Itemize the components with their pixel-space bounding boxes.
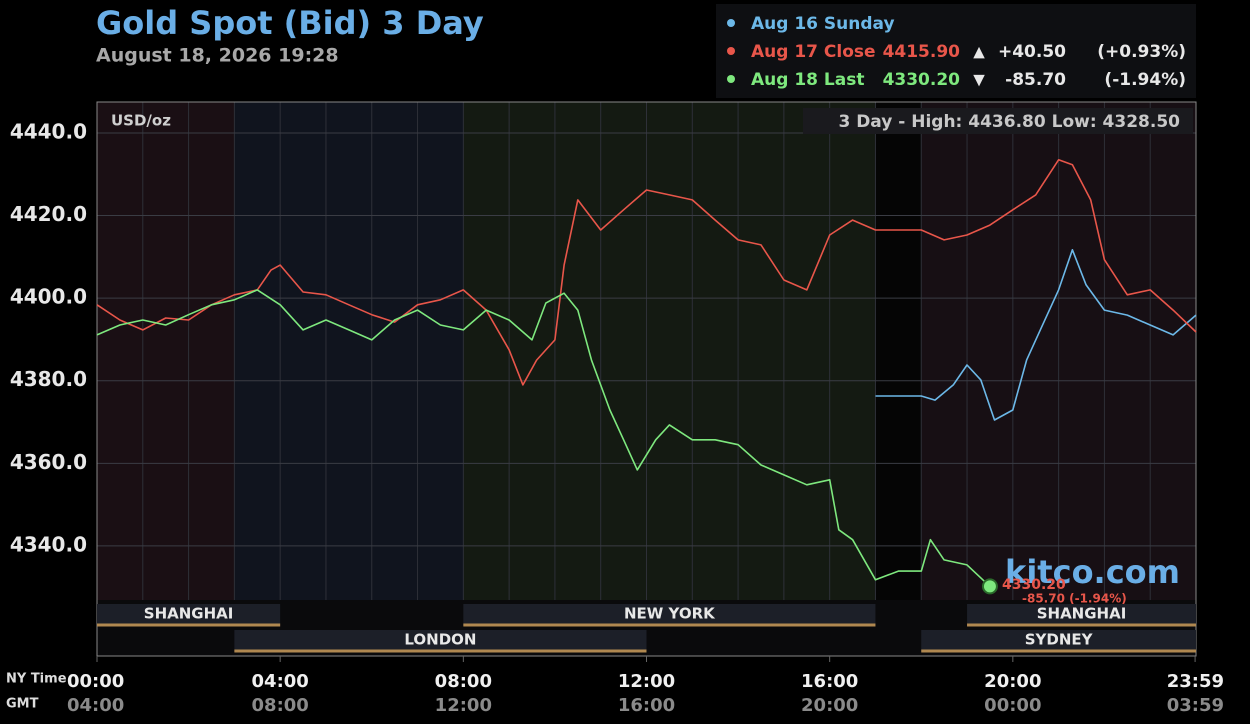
session-shade [234, 102, 463, 600]
legend-marker [727, 47, 735, 55]
price-line [96, 159, 1197, 386]
legend-change-pct: (-1.94%) [1104, 70, 1186, 90]
legend-change: +40.50 [998, 42, 1066, 62]
x-tick-label: 16:00 [801, 671, 858, 692]
session-shade [876, 102, 921, 600]
session-label: NEW YORK [624, 605, 716, 623]
price-line [875, 249, 1197, 421]
session-bar [463, 604, 876, 626]
session-bar [967, 604, 1196, 626]
grid [97, 102, 1196, 600]
x2-tick-label: 08:00 [252, 695, 309, 716]
legend-marker [727, 19, 735, 27]
x-tick-label: 23:59 [1167, 671, 1224, 692]
y-tick-label: 4360.0 [10, 450, 87, 474]
session-label: SHANGHAI [144, 605, 234, 623]
last-label: 4330.20 [1002, 577, 1066, 593]
range-label: 3 Day - High: 4436.80 Low: 4328.50 [838, 112, 1180, 132]
x-axis-label: NY Time [6, 672, 67, 687]
legend-arrow: ▼ [973, 71, 985, 89]
x2-tick-label: 04:00 [67, 695, 124, 716]
session-shade [463, 102, 876, 600]
legend-change: -85.70 [1005, 70, 1066, 90]
watermark: kitco.com [1005, 553, 1180, 591]
x-tick-label: 00:00 [67, 671, 124, 692]
x2-tick-label: 12:00 [435, 695, 492, 716]
legend-price: 4415.90 [883, 42, 961, 62]
y-tick-label: 4380.0 [10, 367, 87, 391]
session-bar [97, 604, 281, 626]
legend-price: 4330.20 [883, 70, 961, 90]
legend-label: Aug 18 Last [751, 70, 864, 90]
x-tick-label: 20:00 [984, 671, 1041, 692]
x2-tick-label: 20:00 [801, 695, 858, 716]
chart-title: Gold Spot (Bid) 3 Day [96, 4, 484, 42]
last-point [981, 578, 998, 595]
y-tick-label: 4340.0 [10, 532, 87, 556]
x2-tick-label: 03:59 [1167, 695, 1224, 716]
unit-label: USD/oz [111, 112, 171, 130]
x2-axis-label: GMT [6, 697, 39, 712]
session-shade [97, 102, 234, 600]
x-tick-label: 04:00 [252, 671, 309, 692]
legend-arrow: ▲ [973, 43, 985, 61]
session-label: SHANGHAI [1037, 605, 1127, 623]
x2-tick-label: 00:00 [984, 695, 1041, 716]
session-label: SYDNEY [1025, 631, 1094, 649]
x-tick-label: 08:00 [435, 671, 492, 692]
price-line [96, 289, 991, 587]
legend-marker [727, 75, 735, 83]
range-box [803, 108, 1193, 134]
session-label: LONDON [404, 631, 476, 649]
x2-tick-label: 16:00 [618, 695, 675, 716]
x-tick-label: 12:00 [618, 671, 675, 692]
legend-label: Aug 17 Close [751, 42, 876, 62]
y-tick-label: 4420.0 [10, 202, 87, 226]
last-change-label: -85.70 (-1.94%) [1022, 592, 1127, 606]
session-bar [234, 630, 647, 652]
legend-label: Aug 16 Sunday [751, 14, 895, 34]
y-tick-label: 4400.0 [10, 285, 87, 309]
session-bar [921, 630, 1196, 652]
legend-change-pct: (+0.93%) [1097, 42, 1186, 62]
legend-box [716, 4, 1196, 98]
y-tick-label: 4440.0 [10, 119, 87, 143]
chart-subtitle: August 18, 2026 19:28 [96, 45, 339, 67]
